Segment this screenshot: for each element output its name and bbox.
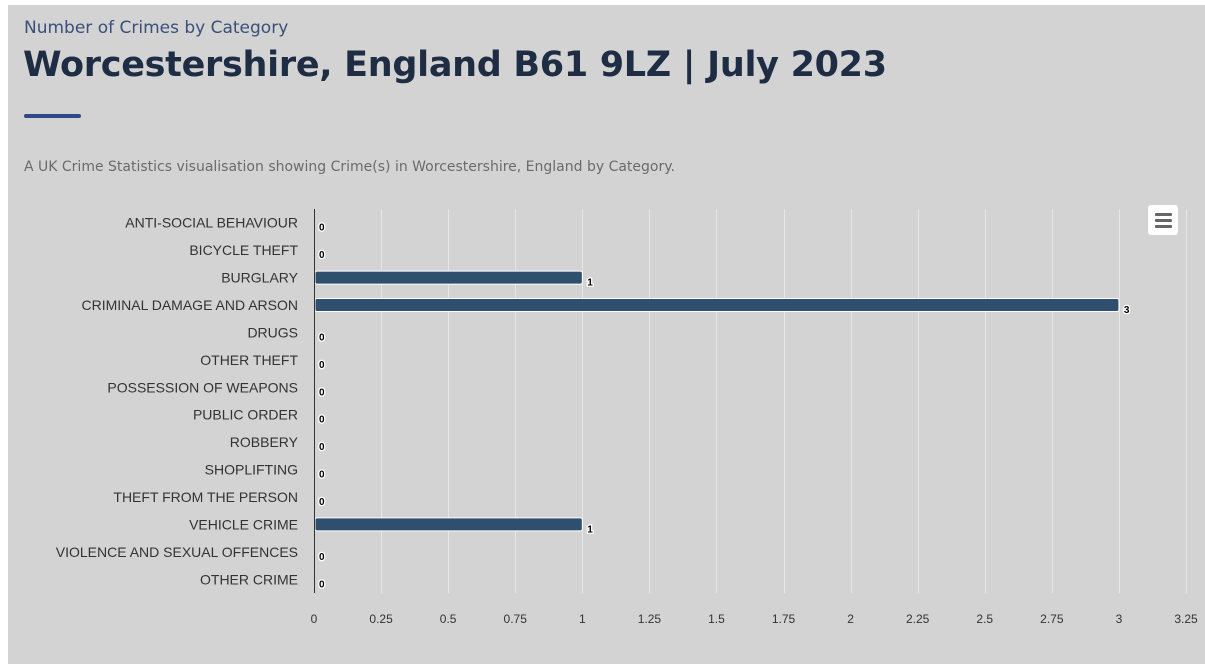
data-label: 0 — [319, 442, 325, 453]
x-tick-label: 2.75 — [1040, 612, 1064, 626]
x-tick-label: 2 — [847, 612, 854, 626]
x-tick-label: 0.75 — [504, 612, 528, 626]
x-tick-label: 1 — [579, 612, 586, 626]
page-title: Worcestershire, England B61 9LZ | July 2… — [23, 45, 887, 85]
hamburger-menu-icon-line — [1154, 218, 1172, 222]
category-label: OTHER CRIME — [200, 571, 298, 587]
x-tick-label: 0.5 — [440, 612, 457, 626]
chart-panel: Number of Crimes by Category Worcestersh… — [8, 5, 1205, 664]
category-labels: ANTI-SOCIAL BEHAVIOUR BICYCLE THEFT BURGLA… — [56, 215, 299, 588]
bar[interactable] — [314, 270, 583, 285]
x-tick-label: 3.25 — [1174, 612, 1198, 626]
data-label: 3 — [1124, 305, 1130, 316]
data-labels: 0 0 1 3 0 0 0 0 0 0 0 1 0 0 — [318, 221, 1131, 591]
category-label: BICYCLE THEFT — [189, 242, 298, 258]
x-tick-label: 1.5 — [708, 612, 725, 626]
category-label: VEHICLE CRIME — [189, 516, 298, 532]
data-label: 0 — [319, 470, 325, 481]
x-tick-label: 1.75 — [772, 612, 796, 626]
category-label: CRIMINAL DAMAGE AND ARSON — [81, 297, 298, 313]
category-label: BURGLARY — [221, 270, 298, 286]
value-axis-ticks: 0 0.25 0.5 0.75 1 1.25 1.5 1.75 2 2.25 2.5 2.75 3 3.2… — [311, 612, 1198, 626]
chart-menu-button[interactable] — [1148, 205, 1178, 235]
data-label: 0 — [319, 387, 325, 398]
data-label: 0 — [319, 552, 325, 563]
data-label: 1 — [587, 278, 593, 289]
data-label: 0 — [319, 497, 325, 508]
title-underline — [24, 114, 81, 118]
data-label: 1 — [587, 524, 593, 535]
category-label: POSSESSION OF WEAPONS — [107, 379, 298, 395]
data-label: 0 — [319, 579, 325, 590]
bar[interactable] — [314, 298, 1120, 312]
hamburger-menu-icon — [1154, 212, 1172, 216]
category-label: SHOPLIFTING — [205, 462, 298, 478]
data-label: 0 — [319, 223, 325, 234]
data-label: 0 — [319, 415, 325, 426]
x-tick-label: 1.25 — [638, 612, 662, 626]
category-label: OTHER THEFT — [200, 352, 298, 368]
x-tick-label: 3 — [1116, 612, 1123, 626]
category-label: ROBBERY — [230, 434, 299, 450]
bars — [314, 270, 1120, 532]
category-label: ANTI-SOCIAL BEHAVIOUR — [125, 215, 298, 231]
x-tick-label: 0.25 — [369, 612, 393, 626]
x-tick-label: 2.25 — [906, 612, 930, 626]
category-label: VIOLENCE AND SEXUAL OFFENCES — [56, 544, 298, 560]
chart-eyebrow: Number of Crimes by Category — [24, 18, 289, 38]
hamburger-menu-icon-line — [1154, 224, 1172, 228]
category-label: THEFT FROM THE PERSON — [113, 489, 298, 505]
category-label: DRUGS — [247, 324, 298, 340]
data-label: 0 — [319, 360, 325, 371]
data-label: 0 — [319, 332, 325, 343]
bar[interactable] — [314, 517, 583, 532]
chart-description: A UK Crime Statistics visualisation show… — [24, 159, 675, 175]
grid-lines — [381, 209, 1187, 593]
x-tick-label: 0 — [311, 612, 318, 626]
category-label: PUBLIC ORDER — [193, 407, 298, 423]
x-tick-label: 2.5 — [976, 612, 993, 626]
data-label: 0 — [319, 250, 325, 261]
